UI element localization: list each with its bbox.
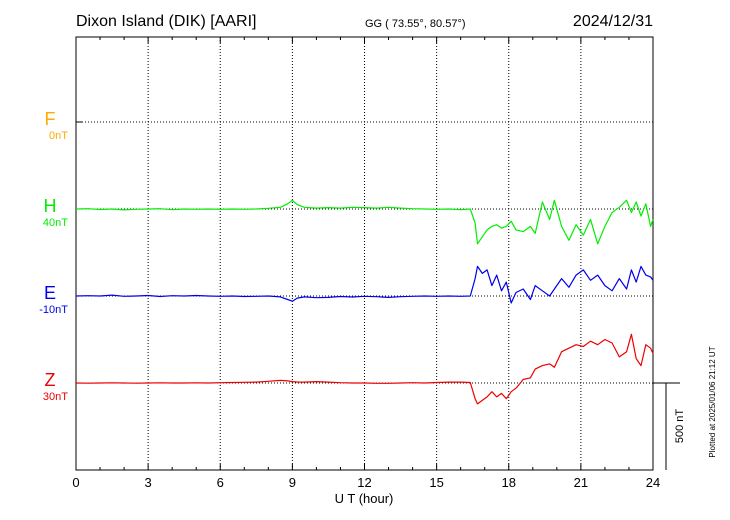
series-offset-e: -10nT [39, 304, 68, 316]
x-tick-label: 24 [646, 475, 660, 490]
x-tick-label: 21 [574, 475, 588, 490]
geographic-coordinates: GG ( 73.55°, 80.57°) [365, 18, 466, 30]
x-axis-label: U T (hour) [335, 491, 394, 506]
series-name-h: H [44, 196, 57, 216]
series-line-z [75, 333, 654, 405]
x-axis: 0 3 6 9 12 15 18 21 24 [72, 37, 660, 490]
plotted-timestamp: Plotted at 2025/01/06 21:12 UT [708, 346, 717, 457]
series-offset-z: 30nT [43, 391, 68, 403]
scale-bar [653, 382, 680, 470]
x-tick-label: 3 [145, 475, 152, 490]
x-tick-label: 0 [72, 475, 79, 490]
series-offset-h: 40nT [43, 217, 68, 229]
series-offset-f: 0nT [49, 130, 68, 142]
series-name-e: E [44, 283, 56, 303]
grid-lines [76, 37, 653, 470]
series-name-z: Z [45, 370, 56, 390]
station-title: Dixon Island (DIK) [AARI] [76, 13, 257, 30]
x-tick-label: 12 [357, 475, 371, 490]
plot-date: 2024/12/31 [573, 13, 653, 30]
x-tick-label: 18 [502, 475, 516, 490]
x-tick-label: 6 [217, 475, 224, 490]
series-name-f: F [45, 109, 56, 129]
x-tick-label: 15 [429, 475, 443, 490]
series-line-h [75, 199, 654, 245]
series-lines [75, 199, 654, 405]
x-tick-label: 9 [289, 475, 296, 490]
scale-bar-label: 500 nT [674, 409, 686, 444]
series-line-e [75, 265, 654, 304]
